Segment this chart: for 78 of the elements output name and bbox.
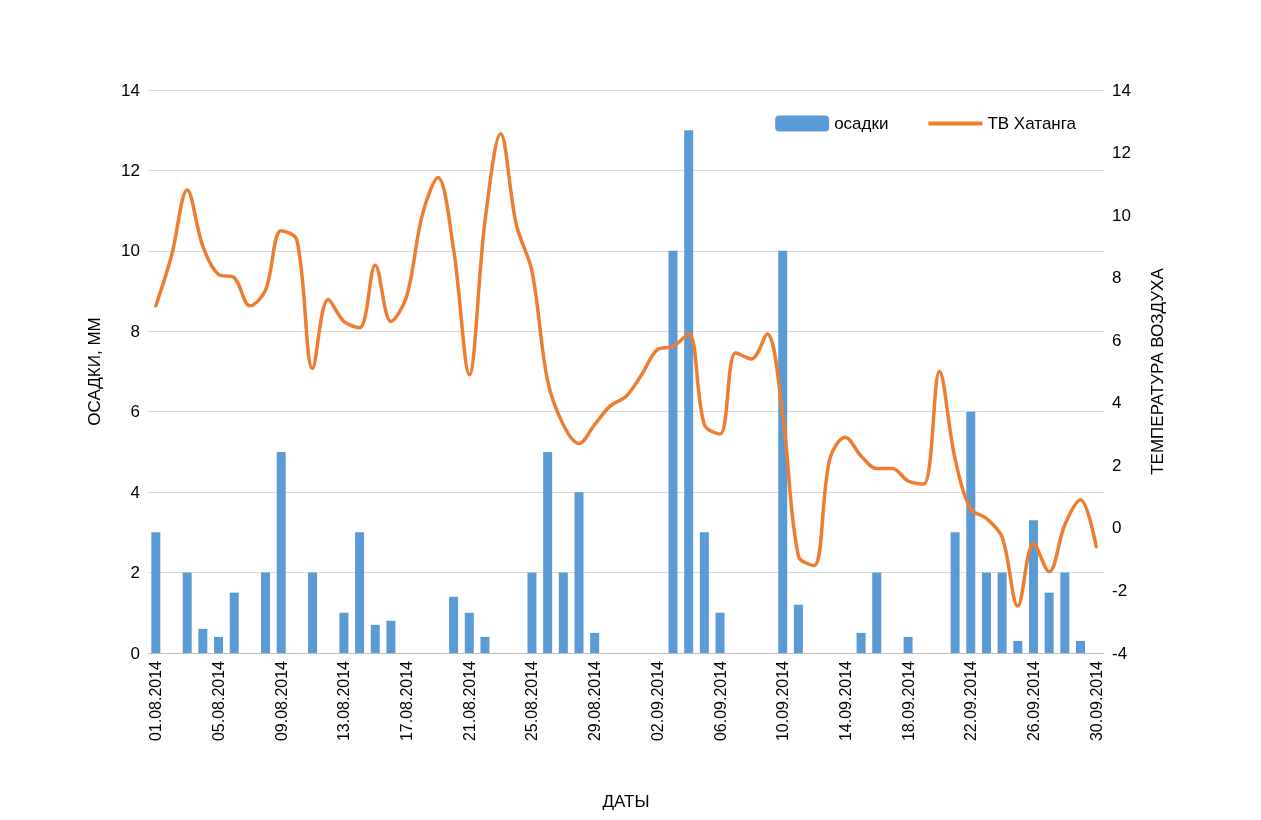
x-tick-label: 22.09.2014 <box>962 660 980 742</box>
y-tick-label: 8 <box>130 321 140 341</box>
bar <box>1060 572 1070 653</box>
bar <box>527 572 537 653</box>
y-tick-label: 6 <box>130 402 140 422</box>
x-tick-label: 01.08.2014 <box>147 660 165 742</box>
bar <box>198 628 208 653</box>
bar <box>574 492 584 653</box>
bar <box>370 624 380 653</box>
bar <box>778 250 788 653</box>
bar <box>966 411 976 653</box>
bar <box>950 532 960 653</box>
bar <box>229 592 239 653</box>
x-axis-title: ДАТЫ <box>602 792 650 811</box>
x-tick-label: 26.09.2014 <box>1024 660 1042 742</box>
bar <box>308 572 318 653</box>
bar <box>1044 592 1054 653</box>
x-tick-label: 21.08.2014 <box>460 660 478 742</box>
bar <box>1013 640 1023 653</box>
y2-tick-label: 6 <box>1112 330 1122 350</box>
bar <box>261 572 271 653</box>
bar <box>386 620 396 653</box>
bar <box>1075 640 1085 653</box>
x-tick-label: 09.08.2014 <box>272 660 290 742</box>
x-tick-label: 25.08.2014 <box>523 660 541 742</box>
x-tick-label: 14.09.2014 <box>836 660 854 742</box>
bar <box>182 572 192 653</box>
bar <box>449 596 459 653</box>
y-tick-label: 4 <box>130 482 140 502</box>
y2-tick-label: 12 <box>1112 143 1131 163</box>
bar <box>715 612 725 653</box>
y2-tick-label: 0 <box>1112 518 1122 538</box>
x-tick-label: 02.09.2014 <box>648 660 666 742</box>
bar <box>151 532 161 653</box>
bar <box>684 130 694 653</box>
bar <box>339 612 349 653</box>
x-tick-label: 29.08.2014 <box>586 660 604 742</box>
line-series <box>154 132 1098 608</box>
bar <box>872 572 882 653</box>
y-tick-label: 0 <box>130 643 140 663</box>
y-tick-label: 12 <box>121 160 140 180</box>
x-tick-label: 18.09.2014 <box>899 660 917 742</box>
bar <box>480 636 490 653</box>
legend-label: ТВ Хатанга <box>987 114 1077 133</box>
y-tick-label: 14 <box>121 80 140 100</box>
x-tick-label: 30.09.2014 <box>1087 660 1105 742</box>
y-tick-label: 10 <box>121 241 140 261</box>
bar <box>856 632 866 653</box>
x-tick-label: 17.08.2014 <box>398 660 416 742</box>
bar <box>558 572 568 653</box>
y2-axis-title: ТЕМПЕРАТУРА ВОЗДУХА <box>1148 267 1167 475</box>
y-tick-label: 2 <box>130 563 140 583</box>
bar <box>1028 520 1038 653</box>
x-tick-label: 13.08.2014 <box>335 660 353 742</box>
bar <box>590 632 600 653</box>
bar <box>276 451 286 653</box>
x-tick-label: 05.08.2014 <box>210 660 228 742</box>
y2-tick-label: 8 <box>1112 268 1122 288</box>
bar <box>997 572 1007 653</box>
bar <box>543 451 553 653</box>
y2-tick-label: 2 <box>1112 455 1122 475</box>
bar <box>464 612 474 653</box>
y2-tick-label: -4 <box>1112 643 1128 663</box>
bar <box>981 572 991 653</box>
y2-tick-label: 14 <box>1112 80 1131 100</box>
x-tick-label: 06.09.2014 <box>711 660 729 742</box>
legend-label: осадки <box>834 114 889 133</box>
bar <box>793 604 803 653</box>
x-tick-label: 10.09.2014 <box>774 660 792 742</box>
bar <box>668 250 678 653</box>
bar <box>699 532 709 653</box>
y-axis-title: ОСАДКИ, ММ <box>85 317 104 426</box>
y2-tick-label: 10 <box>1112 205 1131 225</box>
bar <box>214 636 224 653</box>
y2-tick-label: 4 <box>1112 393 1122 413</box>
bar <box>355 532 365 653</box>
y2-tick-label: -2 <box>1112 580 1128 600</box>
bar <box>903 636 913 653</box>
